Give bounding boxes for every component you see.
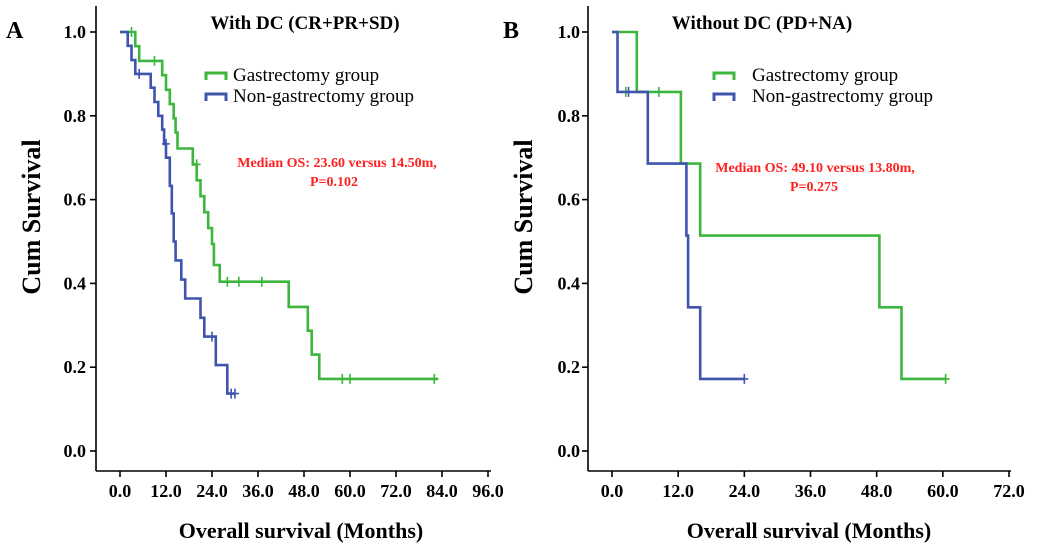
panel-b-legend: Gastrectomy group Non-gastrectomy group	[712, 65, 933, 107]
legend-swatch-non-gastrectomy	[712, 92, 736, 101]
x-tick-label: 72.0	[380, 481, 412, 501]
y-tick-label: 1.0	[64, 22, 87, 42]
y-tick-label: 0.8	[64, 106, 87, 126]
legend-label-gastrectomy: Gastrectomy group	[233, 65, 379, 86]
panel-b-y-axis-label: Cum Survival	[509, 139, 538, 294]
panel-a-title: With DC (CR+PR+SD)	[210, 13, 399, 34]
panel-b-axes	[587, 6, 1011, 472]
y-tick-label: 0.4	[558, 273, 581, 293]
panel-b-series	[612, 30, 950, 384]
censor-mark	[135, 68, 144, 79]
y-tick-label: 0.8	[558, 106, 581, 126]
panel-b-title: Without DC (PD+NA)	[672, 13, 852, 34]
y-tick-label: 0.6	[64, 190, 87, 210]
panel-a-axes	[95, 6, 491, 472]
panel-a-x-axis-label: Overall survival (Months)	[179, 518, 423, 543]
legend-label-non-gastrectomy: Non-gastrectomy group	[233, 86, 414, 107]
panel-b-y-ticks: 0.0 0.2 0.4 0.6 0.8 1.0	[558, 22, 588, 461]
censor-mark	[192, 159, 201, 170]
panel-a-letter: A	[6, 18, 24, 44]
x-tick-label: 48.0	[861, 481, 893, 501]
y-tick-label: 1.0	[558, 22, 581, 42]
censor-mark	[162, 138, 170, 149]
panel-b-annotation-median: Median OS: 49.10 versus 13.80m,	[715, 161, 915, 176]
y-tick-label: 0.6	[558, 190, 581, 210]
x-tick-label: 24.0	[729, 481, 761, 501]
legend-swatch-gastrectomy	[204, 71, 228, 80]
y-tick-label: 0.4	[64, 273, 87, 293]
panel-a-legend: Gastrectomy group Non-gastrectomy group	[204, 65, 414, 107]
censor-mark	[150, 55, 159, 66]
censor-mark	[208, 331, 216, 342]
legend-swatch-non-gastrectomy	[204, 92, 228, 101]
x-tick-label: 60.0	[334, 481, 366, 501]
x-tick-label: 36.0	[242, 481, 274, 501]
panel-a-y-ticks: 0.0 0.2 0.4 0.6 0.8 1.0	[64, 22, 96, 461]
censor-mark	[654, 86, 663, 97]
survival-curve-gastrectomy-group	[612, 30, 946, 381]
y-tick-label: 0.0	[558, 441, 581, 461]
legend-swatch-gastrectomy	[712, 71, 736, 80]
censor-mark	[941, 373, 950, 384]
x-tick-label: 84.0	[426, 481, 458, 501]
panel-a-y-axis-label: Cum Survival	[17, 139, 46, 294]
x-tick-label: 60.0	[927, 481, 959, 501]
censor-mark	[338, 373, 347, 384]
panel-b: B Without DC (PD+NA) Cum Survival Overal…	[503, 6, 1025, 543]
x-tick-label: 48.0	[288, 481, 320, 501]
panel-a-x-ticks: 0.0 12.0 24.0 36.0 48.0 60.0 72.0 84.0 96.0	[109, 471, 504, 501]
panel-a-annotation-median: Median OS: 23.60 versus 14.50m,	[237, 156, 437, 171]
y-tick-label: 0.2	[64, 357, 87, 377]
censor-mark	[624, 86, 633, 97]
panel-b-letter: B	[503, 18, 519, 44]
survival-curve-non-gastrectomy-group	[120, 30, 235, 395]
panel-a-annotation-p: P=0.102	[310, 175, 358, 190]
panel-a-series	[120, 27, 439, 399]
x-tick-label: 96.0	[472, 481, 504, 501]
panel-b-x-axis-label: Overall survival (Months)	[687, 518, 931, 543]
censor-mark	[257, 276, 266, 287]
censor-mark	[346, 373, 354, 384]
x-tick-label: 72.0	[993, 481, 1025, 501]
survival-curve-non-gastrectomy-group	[612, 30, 745, 381]
censor-mark	[231, 388, 239, 399]
censor-mark	[234, 276, 243, 287]
y-tick-label: 0.2	[558, 357, 581, 377]
censor-mark	[223, 276, 232, 287]
survival-curve-gastrectomy-group	[120, 30, 439, 381]
x-tick-label: 12.0	[662, 481, 694, 501]
x-tick-label: 24.0	[196, 481, 228, 501]
legend-label-gastrectomy: Gastrectomy group	[752, 65, 898, 86]
panel-b-annotation-p: P=0.275	[790, 180, 838, 195]
legend-label-non-gastrectomy: Non-gastrectomy group	[752, 86, 933, 107]
y-tick-label: 0.0	[64, 441, 87, 461]
x-tick-label: 36.0	[795, 481, 827, 501]
x-tick-label: 0.0	[109, 481, 132, 501]
panel-a: A With DC (CR+PR+SD) Cum Survival Overal…	[6, 6, 504, 543]
censor-mark	[430, 373, 439, 384]
x-tick-label: 12.0	[150, 481, 182, 501]
x-tick-label: 0.0	[601, 481, 624, 501]
panel-b-x-ticks: 0.0 12.0 24.0 36.0 48.0 60.0 72.0	[601, 471, 1025, 501]
censor-mark	[740, 373, 749, 384]
